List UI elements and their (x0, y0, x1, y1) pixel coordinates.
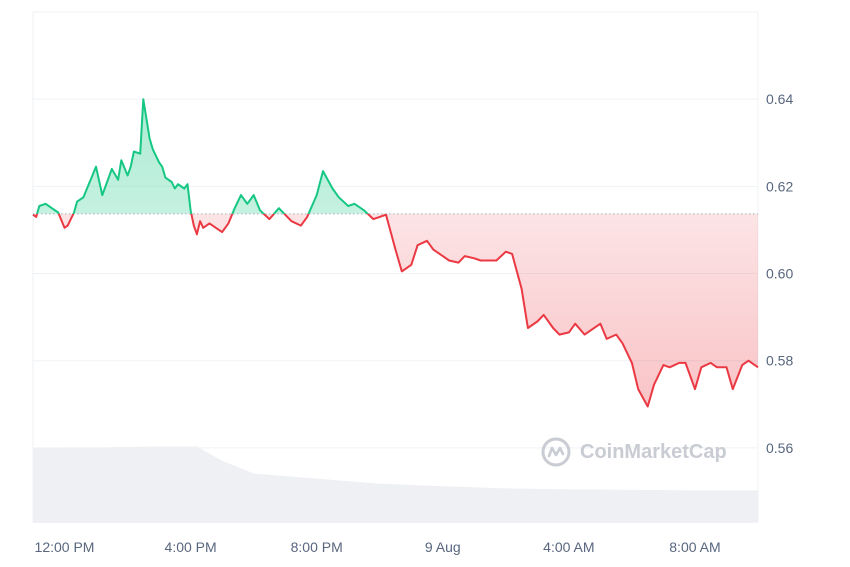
x-tick-label: 8:00 AM (669, 539, 720, 555)
area-below-baseline (33, 213, 758, 407)
y-tick-label: 0.64 (766, 91, 793, 107)
y-tick-label: 0.60 (766, 266, 793, 282)
price-line-down (32, 213, 759, 408)
x-tick-label: 8:00 PM (291, 539, 343, 555)
y-axis: 0.64 0.62 0.60 0.58 0.56 (766, 91, 793, 456)
y-tick-label: 0.62 (766, 178, 793, 194)
x-tick-label: 4:00 AM (543, 539, 594, 555)
watermark-text: CoinMarketCap (580, 440, 727, 463)
watermark: CoinMarketCap (540, 436, 727, 468)
volume-area (33, 446, 758, 522)
y-tick-label: 0.56 (766, 440, 793, 456)
area-above-baseline (33, 99, 758, 214)
x-tick-label: 12:00 PM (35, 539, 95, 555)
price-line-up (36, 98, 387, 214)
x-tick-label: 4:00 PM (165, 539, 217, 555)
x-axis: 12:00 PM 4:00 PM 8:00 PM 9 Aug 4:00 AM 8:00 A… (35, 539, 721, 555)
x-tick-label: 9 Aug (425, 539, 461, 555)
y-tick-label: 0.58 (766, 353, 793, 369)
coinmarketcap-logo-icon (541, 437, 571, 467)
